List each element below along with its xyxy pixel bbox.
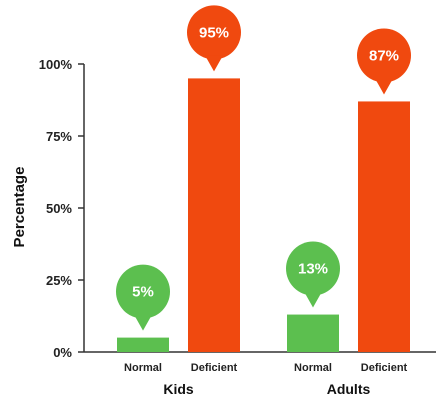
y-tick-label: 75% — [46, 129, 72, 144]
group-labels: Kids Adults — [163, 381, 370, 397]
bubble-pointer — [375, 78, 393, 95]
bubble-pointer — [304, 291, 322, 308]
bubble-circle — [187, 5, 241, 60]
data-label: 13% — [298, 261, 328, 278]
bar-adults-deficient — [358, 101, 410, 352]
data-label-bubble: 95% — [187, 5, 241, 72]
bar-kids-normal — [117, 337, 169, 352]
bar-adults-normal — [287, 314, 339, 352]
data-label: 87% — [369, 47, 399, 64]
y-tick-label: 0% — [53, 345, 72, 360]
x-category-label: Normal — [124, 362, 162, 374]
data-label-bubble: 5% — [116, 264, 170, 331]
x-category-label: Normal — [294, 362, 332, 374]
y-tick-label: 50% — [46, 201, 72, 216]
x-category-label: Deficient — [361, 362, 408, 374]
data-label-bubble: 13% — [286, 241, 340, 308]
y-ticks: 0% 25% 50% 75% 100% — [39, 57, 84, 360]
bar-kids-deficient — [188, 78, 240, 353]
category-labels: Normal Deficient Normal Deficient — [124, 362, 408, 374]
data-label: 5% — [132, 284, 154, 301]
bubble-circle — [116, 264, 170, 319]
bubble-circle — [286, 241, 340, 296]
data-label: 95% — [199, 24, 229, 41]
bubble-pointer — [205, 55, 223, 72]
data-labels: 5% 95% 13% 87% — [116, 5, 411, 331]
y-tick-label: 100% — [39, 57, 73, 72]
y-tick-label: 25% — [46, 273, 72, 288]
data-label-bubble: 87% — [357, 28, 411, 95]
bubble-circle — [357, 28, 411, 83]
x-group-label: Adults — [327, 381, 371, 397]
x-category-label: Deficient — [191, 362, 238, 374]
bubble-pointer — [134, 314, 152, 331]
x-group-label: Kids — [163, 381, 194, 397]
y-axis-title: Percentage — [11, 167, 28, 248]
bars — [117, 78, 410, 353]
